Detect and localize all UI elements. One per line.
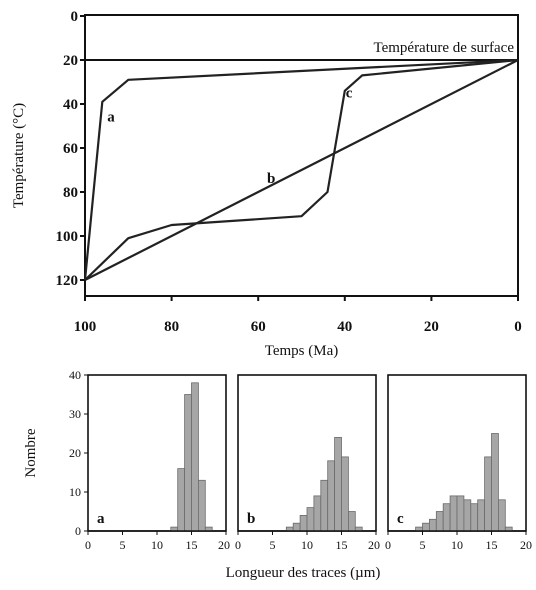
histogram-x-tick-label: 20 (218, 538, 230, 552)
histogram-bar (334, 436, 342, 532)
histogram-bar (341, 456, 349, 532)
histogram-bar (191, 382, 199, 532)
x-tick-label: 0 (514, 319, 522, 335)
histogram-bar (177, 468, 185, 532)
histogram-x-tick-label: 15 (336, 538, 348, 552)
histogram-x-axis-title: Longueur des traces (µm) (226, 565, 381, 581)
histogram-x-tick-label: 20 (520, 538, 532, 552)
x-tick-label: 20 (424, 319, 439, 335)
histogram-bar (456, 495, 465, 532)
y-tick-label: 0 (71, 9, 79, 25)
histogram-bar (484, 456, 492, 532)
histogram-bar (442, 503, 451, 532)
histogram-y-tick-label: 10 (69, 485, 81, 499)
histogram-y-tick-label: 30 (69, 407, 81, 421)
histogram-x-tick-label: 15 (486, 538, 498, 552)
curve-label-c: c (346, 85, 353, 101)
series-a-line (83, 58, 519, 281)
x-tick-label: 100 (74, 319, 97, 335)
curve-label-b: b (267, 171, 275, 187)
histogram-x-tick-label: 10 (451, 538, 463, 552)
histogram-bar (327, 460, 336, 532)
histogram-bar (449, 495, 458, 532)
histogram-bar (491, 433, 499, 532)
histogram-y-axis-title: Nombre (23, 428, 39, 477)
histogram-x-tick-label: 10 (151, 538, 163, 552)
histogram-x-tick-label: 10 (301, 538, 313, 552)
histogram-y-tick-label: 40 (69, 368, 81, 382)
histogram-y-tick-label: 0 (75, 524, 81, 538)
y-tick-label: 120 (56, 273, 79, 289)
histogram-c: 0 5 10 15 20 c (385, 374, 532, 552)
histogram-b: 0 5 10 15 20 b (235, 374, 380, 552)
histogram-bar (470, 503, 479, 532)
x-axis-title: Temps (Ma) (265, 343, 339, 359)
histogram-bar (197, 479, 206, 532)
histogram-panel-label-b: b (247, 511, 255, 527)
series-c-line (84, 58, 519, 281)
histogram-x-tick-label: 5 (120, 538, 126, 552)
x-tick-label: 40 (337, 319, 352, 335)
x-tick-label: 60 (251, 319, 266, 335)
histogram-bar (422, 522, 430, 532)
histogram-bar (435, 511, 444, 532)
histogram-x-tick-label: 15 (186, 538, 198, 552)
histogram-x-tick-label: 0 (235, 538, 241, 552)
series-b-line (84, 59, 519, 281)
y-tick-label: 40 (63, 97, 78, 113)
histogram-bar (292, 522, 301, 532)
histogram-x-tick-label: 5 (270, 538, 276, 552)
histogram-x-tick-label: 0 (85, 538, 91, 552)
histogram-x-tick-label: 20 (368, 538, 380, 552)
temperature-time-chart: 100 80 60 40 20 0 0 20 40 60 80 100 120 Température… (11, 9, 522, 359)
x-tick-label: 80 (164, 319, 179, 335)
histogram-y-tick-label: 20 (69, 446, 81, 460)
histogram-bar (299, 515, 308, 532)
histogram-panel-label-c: c (397, 511, 404, 527)
y-axis-title: Température (°C) (11, 103, 27, 208)
curve-label-a: a (107, 110, 115, 126)
histogram-x-tick-label: 5 (420, 538, 426, 552)
surface-temperature-label: Température de surface (373, 40, 514, 56)
histogram-bar (313, 495, 322, 532)
histogram-bar (320, 479, 329, 532)
histogram-bar (306, 507, 315, 532)
y-tick-label: 80 (63, 185, 78, 201)
y-tick-label: 20 (63, 53, 78, 69)
histogram-bar (463, 499, 472, 532)
histogram-bar (184, 394, 192, 532)
histogram-panel-label-a: a (97, 511, 105, 527)
histogram-bar (477, 499, 486, 532)
plot-frame (84, 14, 519, 297)
histogram-bar (347, 511, 356, 532)
histogram-bar (428, 518, 437, 532)
y-tick-label: 60 (63, 141, 78, 157)
y-tick-label: 100 (56, 229, 79, 245)
histogram-bar (497, 499, 506, 532)
histogram-x-tick-label: 0 (385, 538, 391, 552)
